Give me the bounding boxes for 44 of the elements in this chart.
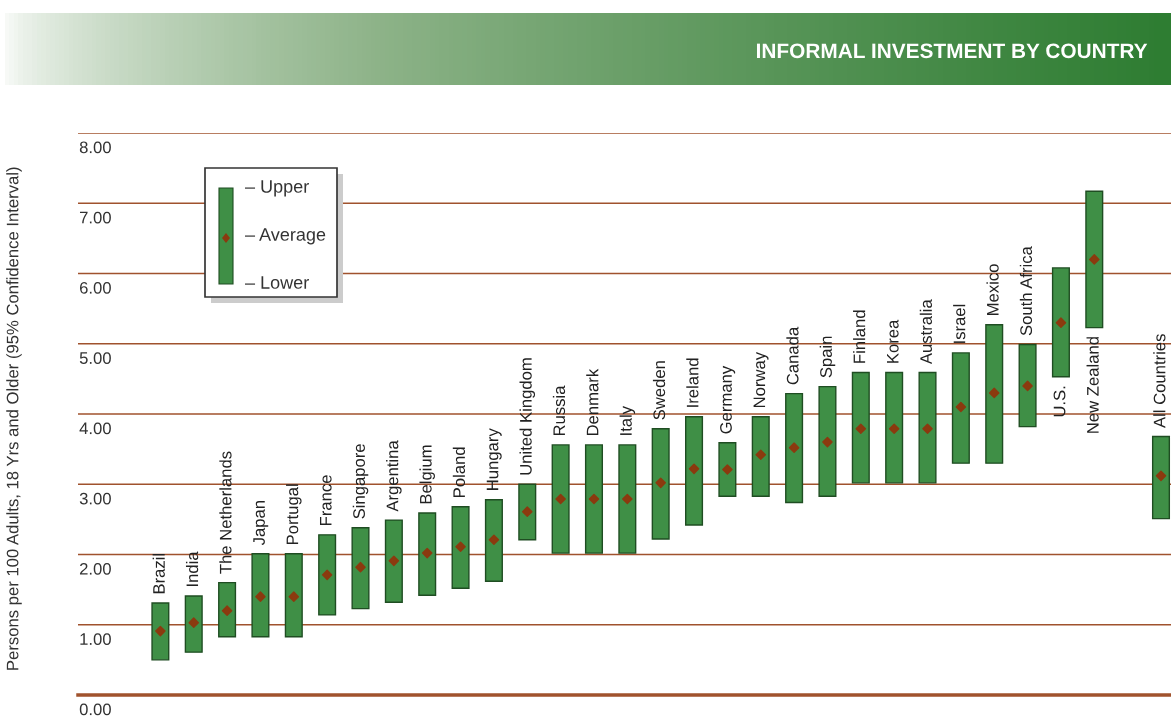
x-tick-label: Norway — [753, 351, 769, 408]
x-tick-label: Ireland — [686, 358, 699, 407]
y-tick-label: 6.00 — [79, 281, 111, 294]
x-tick-label: Poland — [452, 447, 466, 497]
x-tick-label: Sweden — [652, 361, 666, 420]
y-tick-label: 3.00 — [79, 492, 111, 505]
x-tick-label: Singapore — [352, 444, 369, 519]
x-tick-label: Denmark — [586, 368, 599, 436]
x-tick-label: Australia — [919, 299, 932, 365]
y-tick-label: 0.00 — [79, 703, 111, 716]
x-tick-label: Mexico — [986, 264, 999, 315]
x-tick-label: Argentina — [386, 440, 402, 512]
x-tick-label: Korea — [887, 319, 899, 363]
annotation: – Average — [245, 228, 326, 245]
annotation: – Lower — [245, 276, 309, 289]
x-tick-label: Japan — [253, 501, 269, 546]
x-tick-label: South Africa — [1019, 246, 1033, 336]
x-tick-label: Hungary — [486, 428, 502, 490]
x-tick-label: United Kingdom — [519, 358, 536, 475]
x-tick-label: Belgium — [419, 445, 435, 504]
y-tick-label: 1.00 — [80, 633, 111, 645]
x-tick-label: France — [320, 475, 332, 526]
y-tick-label: 5.00 — [79, 352, 111, 364]
x-tick-label: Brazil — [152, 553, 165, 594]
y-tick-label: 4.00 — [79, 422, 111, 435]
x-tick-label: Canada — [786, 326, 799, 385]
y-tick-label: 2.00 — [79, 562, 111, 575]
x-tick-label: Germany — [720, 365, 736, 434]
y-axis-title: Persons per 100 Adults, 18 Yrs and Older (95% Confidence Interval) — [6, 167, 22, 670]
y-tick-label: 8.00 — [79, 141, 111, 154]
x-tick-label: Italy — [619, 405, 636, 435]
y-tick-label: 7.00 — [79, 211, 111, 224]
x-tick-label: Finland — [853, 310, 866, 363]
x-tick-label: India — [185, 551, 199, 586]
x-tick-label: U.S. — [1053, 386, 1066, 417]
chart-title: INFORMAL INVESTMENT BY COUNTRY — [756, 43, 1148, 59]
x-tick-label: All Countries — [1153, 334, 1166, 429]
x-tick-label: Russia — [552, 385, 566, 436]
x-tick-label: New Zealand — [1086, 337, 1099, 433]
x-tick-label: Israel — [953, 304, 966, 343]
x-tick-label: Spain — [819, 336, 836, 378]
x-tick-label: The Netherlands — [219, 451, 232, 574]
x-tick-label: Portugal — [286, 484, 302, 544]
annotation: – Upper — [245, 180, 309, 197]
